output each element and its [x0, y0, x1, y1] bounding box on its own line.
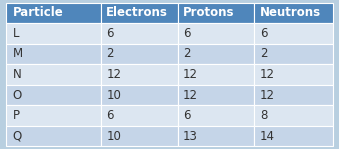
Text: 10: 10 — [106, 130, 121, 143]
Bar — [101, 44, 178, 64]
Bar — [255, 126, 333, 146]
Text: 10: 10 — [106, 89, 121, 101]
Bar — [178, 23, 255, 44]
Bar — [101, 23, 178, 44]
Bar — [255, 105, 333, 126]
Text: 6: 6 — [260, 27, 267, 40]
Text: Neutrons: Neutrons — [260, 6, 321, 19]
Text: 2: 2 — [106, 48, 114, 60]
Bar — [178, 85, 255, 105]
Text: Protons: Protons — [183, 6, 235, 19]
Bar — [101, 3, 178, 23]
Bar — [6, 44, 101, 64]
Text: O: O — [13, 89, 22, 101]
Bar — [178, 126, 255, 146]
Bar — [6, 85, 101, 105]
Bar — [178, 44, 255, 64]
Text: 6: 6 — [183, 109, 191, 122]
Text: 8: 8 — [260, 109, 267, 122]
Text: 12: 12 — [260, 89, 275, 101]
Bar — [6, 3, 101, 23]
Bar — [178, 105, 255, 126]
Bar — [101, 85, 178, 105]
Bar — [255, 85, 333, 105]
Text: 13: 13 — [183, 130, 198, 143]
Bar — [6, 23, 101, 44]
Text: 2: 2 — [260, 48, 267, 60]
Text: 12: 12 — [260, 68, 275, 81]
Text: Q: Q — [13, 130, 22, 143]
Text: N: N — [13, 68, 21, 81]
Text: 14: 14 — [260, 130, 275, 143]
Text: 12: 12 — [106, 68, 121, 81]
Bar — [101, 105, 178, 126]
Text: Particle: Particle — [13, 6, 63, 19]
Text: M: M — [13, 48, 23, 60]
Text: Electrons: Electrons — [106, 6, 168, 19]
Bar — [255, 23, 333, 44]
Text: 6: 6 — [106, 27, 114, 40]
Bar — [101, 64, 178, 85]
Bar — [255, 44, 333, 64]
Text: 6: 6 — [183, 27, 191, 40]
Text: 2: 2 — [183, 48, 191, 60]
Text: 12: 12 — [183, 68, 198, 81]
Bar — [101, 126, 178, 146]
Bar — [255, 3, 333, 23]
Bar — [255, 64, 333, 85]
Text: L: L — [13, 27, 19, 40]
Text: P: P — [13, 109, 20, 122]
Bar — [178, 3, 255, 23]
Bar — [6, 126, 101, 146]
Bar — [178, 64, 255, 85]
Text: 12: 12 — [183, 89, 198, 101]
Bar — [6, 105, 101, 126]
Bar — [6, 64, 101, 85]
Text: 6: 6 — [106, 109, 114, 122]
